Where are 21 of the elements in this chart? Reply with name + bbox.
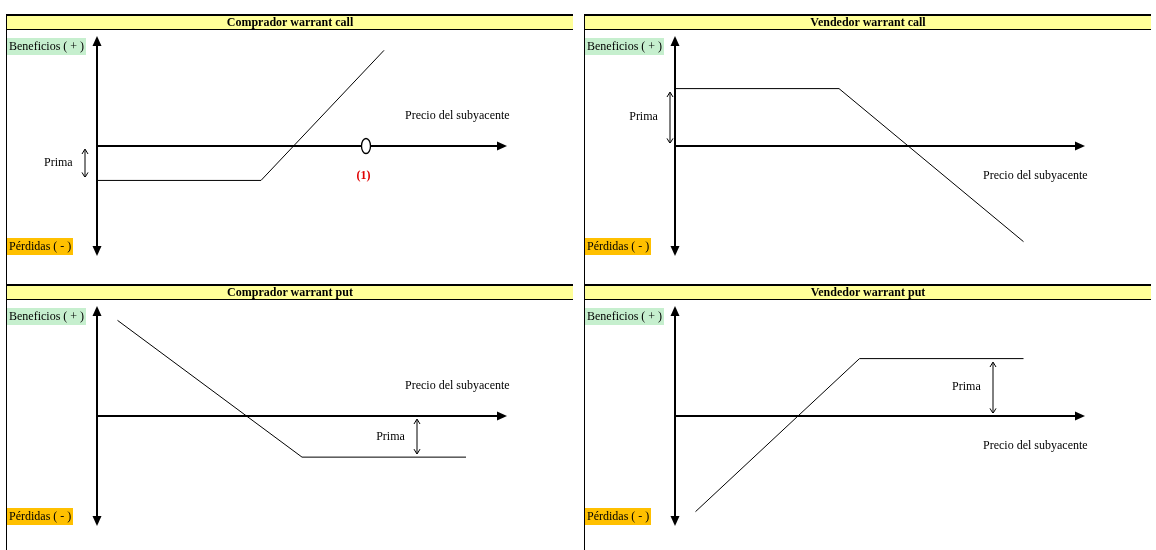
chart-title: Comprador warrant put (7, 284, 573, 300)
text: Pérdidas ( - ) (7, 508, 74, 525)
chart-title: Vendedor warrant call (585, 14, 1151, 30)
x-axis-title: Precio del subyacente (405, 378, 510, 393)
annotation: Prima (376, 428, 405, 444)
text: Pérdidas ( - ) (585, 508, 652, 525)
x-axis-title: Precio del subyacente (983, 438, 1088, 453)
chart-title: Comprador warrant call (7, 14, 573, 30)
text: Beneficios ( + ) (585, 308, 665, 325)
annotation: Prima (952, 379, 981, 395)
text: Beneficios ( + ) (7, 38, 87, 55)
x-axis-title: Precio del subyacente (983, 168, 1088, 183)
text: Beneficios ( + ) (585, 38, 665, 55)
chart-title: Vendedor warrant put (585, 284, 1151, 300)
text: Pérdidas ( - ) (585, 238, 652, 255)
annotation: (1) (356, 168, 371, 183)
text: Pérdidas ( - ) (7, 238, 74, 255)
text: Beneficios ( + ) (7, 308, 87, 325)
x-axis-title: Precio del subyacente (405, 108, 510, 123)
text: Prima (44, 155, 73, 171)
text: Prima (629, 109, 658, 125)
